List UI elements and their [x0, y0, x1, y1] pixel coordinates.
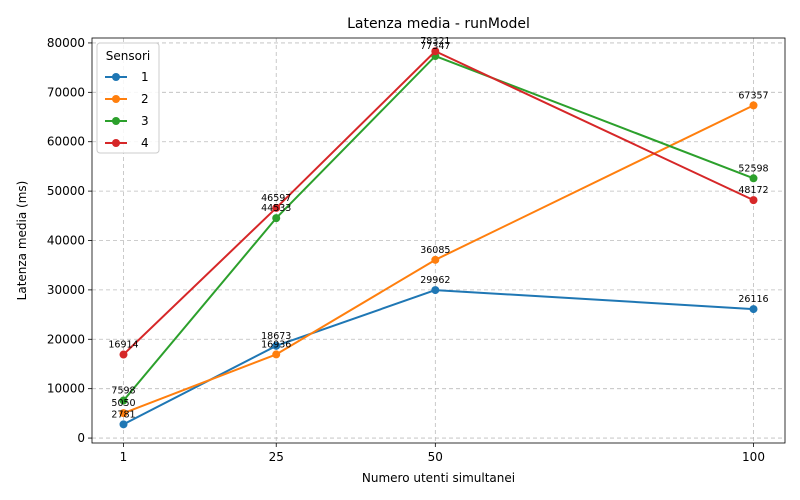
data-label: 67357 [738, 90, 768, 101]
data-point [749, 196, 758, 205]
legend-item-1[interactable]: 1 [105, 70, 149, 84]
legend-item-4[interactable]: 4 [105, 136, 149, 150]
data-point [749, 174, 758, 183]
y-tick-label: 40000 [47, 234, 85, 248]
y-tick-label: 30000 [47, 283, 85, 297]
y-tick-label: 20000 [47, 332, 85, 346]
data-label: 29962 [420, 275, 450, 286]
data-label: 77347 [420, 41, 450, 52]
data-label: 2781 [111, 409, 135, 420]
x-axis-label: Numero utenti simultanei [362, 471, 515, 485]
y-tick-label: 80000 [47, 36, 85, 50]
data-point [431, 286, 440, 295]
y-axis-label: Latenza media (ms) [15, 181, 29, 301]
data-label: 7598 [111, 386, 135, 397]
series-1 [119, 286, 758, 429]
data-label: 16936 [261, 339, 291, 350]
data-point [272, 203, 281, 212]
plot-frame [91, 37, 786, 444]
y-tick-label: 60000 [47, 135, 85, 149]
grid-lines [92, 38, 785, 443]
legend-item-2[interactable]: 2 [105, 92, 149, 106]
x-tick-label: 50 [428, 450, 443, 464]
data-point [272, 341, 281, 350]
x-tick-label: 25 [269, 450, 284, 464]
legend-label: 1 [141, 70, 149, 84]
data-point [119, 396, 128, 405]
data-label: 46597 [261, 193, 291, 204]
legend[interactable]: Sensori 1 2 3 4 [96, 42, 160, 154]
data-point [119, 420, 128, 429]
series-group [119, 47, 758, 429]
series-line [123, 289, 754, 426]
legend-box [96, 42, 160, 154]
legend-marker [112, 139, 120, 147]
chart-title: Latenza media - runModel [347, 16, 530, 32]
data-point [431, 255, 440, 264]
data-label: 44533 [261, 203, 291, 214]
series-line [122, 55, 754, 402]
legend-marker [112, 73, 120, 81]
data-label: 52598 [738, 163, 768, 174]
data-label: 18673 [261, 331, 291, 342]
series-3 [119, 52, 758, 405]
data-point [272, 214, 281, 223]
legend-title: Sensori [106, 49, 150, 63]
legend-item-3[interactable]: 3 [105, 114, 149, 128]
legend-label: 3 [141, 114, 149, 128]
axes: 1 25 50 100 0 10000 20000 30000 40000 50000 60000 7… [47, 36, 786, 464]
series-2 [119, 101, 758, 418]
x-tick-label: 1 [120, 450, 128, 464]
y-tick-label: 10000 [47, 382, 85, 396]
data-label: 48172 [738, 185, 768, 196]
data-point [431, 47, 440, 56]
series-line [123, 104, 754, 415]
y-tick-label: 70000 [47, 85, 85, 99]
data-point [749, 101, 758, 110]
data-label: 16914 [108, 340, 138, 351]
series-4 [119, 47, 758, 359]
series-line [122, 50, 754, 356]
data-point [749, 305, 758, 314]
legend-marker [112, 95, 120, 103]
data-labels: 2781 18673 29962 26116 5050 16936 36085 67357 75… [108, 36, 768, 420]
y-tick-label: 0 [77, 431, 85, 445]
data-label: 26116 [738, 294, 768, 305]
data-point [272, 350, 281, 359]
data-point [119, 350, 128, 359]
data-label: 78321 [420, 36, 450, 47]
legend-label: 2 [141, 92, 149, 106]
y-tick-label: 50000 [47, 184, 85, 198]
legend-label: 4 [141, 136, 149, 150]
x-tick-label: 100 [742, 450, 765, 464]
data-label: 36085 [420, 245, 450, 256]
data-point [119, 409, 128, 418]
data-label: 5050 [111, 398, 135, 409]
legend-marker [112, 117, 120, 125]
